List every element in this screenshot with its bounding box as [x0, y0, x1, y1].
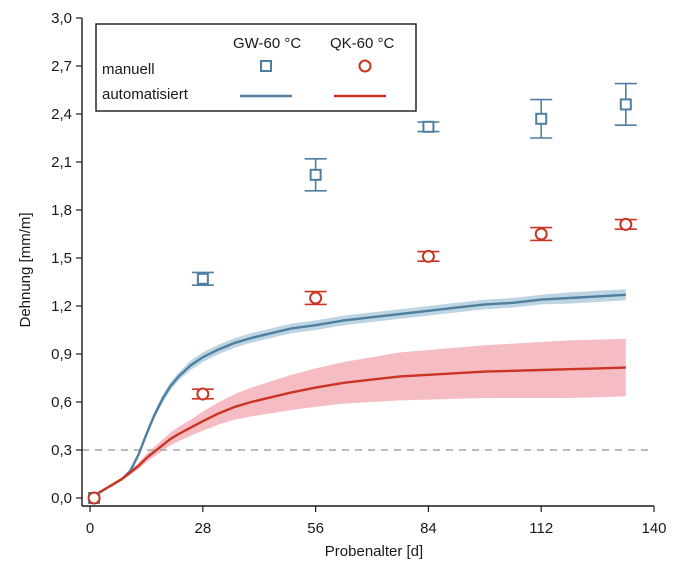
line-qk-automatisiert: [89, 366, 626, 500]
point-qk-manuell: [619, 217, 633, 231]
x-tick-label: 56: [307, 520, 324, 537]
point-qk-manuell: [309, 291, 323, 305]
x-tick-label: 84: [420, 520, 437, 537]
point-gw-manuell: [422, 120, 435, 133]
point-gw-manuell: [309, 168, 322, 181]
y-tick-label: 0,0: [51, 490, 72, 507]
y-tick-label: 2,7: [51, 58, 72, 75]
point-qk-manuell: [534, 227, 548, 241]
point-qk-manuell: [196, 387, 210, 401]
legend-row-manuell: manuell: [102, 61, 155, 78]
y-tick-label: 2,1: [51, 154, 72, 171]
legend-circle-marker: [358, 59, 372, 73]
y-tick-label: 0,6: [51, 394, 72, 411]
y-tick-label: 0,9: [51, 346, 72, 363]
x-axis-title: Probenalter [d]: [325, 543, 423, 560]
legend: GW-60 °C QK-60 °C manuell automatisiert: [95, 23, 417, 112]
point-gw-manuell: [619, 98, 632, 111]
band-qk-automatisiert: [90, 338, 626, 498]
point-gw-manuell: [535, 112, 548, 125]
y-tick-label: 1,8: [51, 202, 72, 219]
x-tick-label: 0: [86, 520, 94, 537]
line-gw-automatisiert: [89, 293, 626, 500]
y-tick-label: 1,2: [51, 298, 72, 315]
point-qk-manuell: [421, 249, 435, 263]
y-tick-label: 0,3: [51, 442, 72, 459]
legend-square-marker: [260, 60, 272, 72]
legend-row-automatisiert: automatisiert: [102, 86, 189, 103]
x-tick-label: 28: [195, 520, 212, 537]
x-tick-label: 112: [529, 520, 553, 537]
legend-header-qk: QK-60 °C: [330, 35, 395, 52]
point-gw-manuell: [196, 272, 209, 285]
y-axis-title: Dehnung [mm/m]: [17, 212, 34, 327]
y-tick-label: 2,4: [51, 106, 72, 123]
x-tick-label: 140: [641, 520, 666, 537]
point-qk-manuell: [87, 491, 101, 505]
y-tick-label: 1,5: [51, 250, 72, 267]
legend-header-gw: GW-60 °C: [233, 35, 301, 52]
y-tick-label: 3,0: [51, 10, 72, 27]
